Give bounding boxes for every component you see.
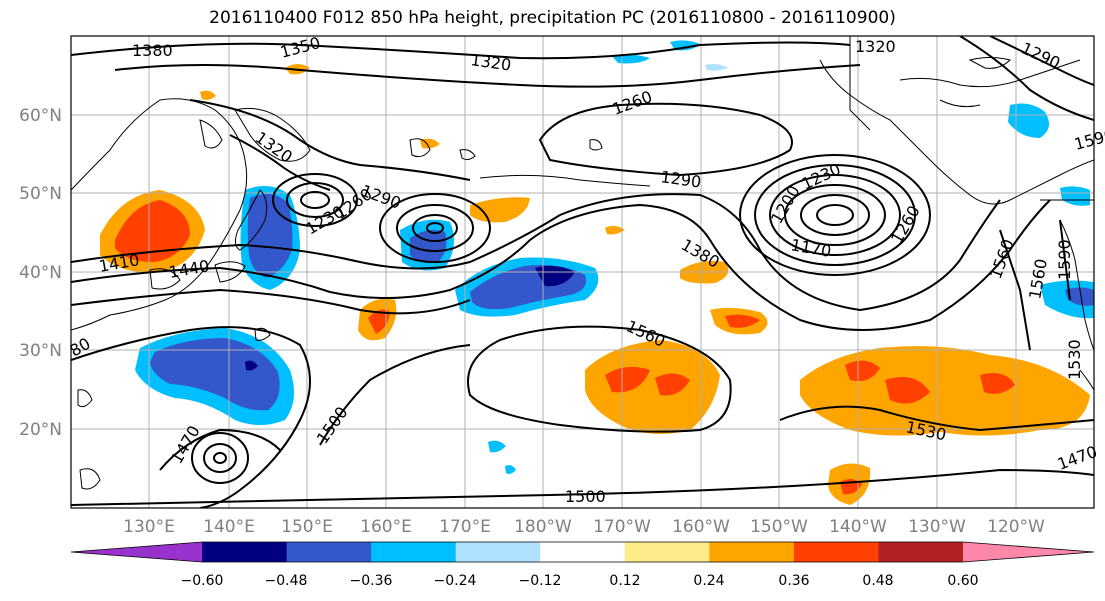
colorbar-segment [286,542,372,562]
colorbar-tick: 0.24 [693,573,724,589]
lon-label: 140°E [203,517,255,537]
colorbar-segment [709,542,795,562]
lon-label: 160°W [672,517,730,537]
lon-label: 170°W [593,517,651,537]
svg-text:1590: 1590 [1055,239,1074,280]
colorbar-tick: −0.36 [350,573,393,589]
lon-label: 140°W [829,517,887,537]
svg-text:1500: 1500 [565,487,606,506]
map-frame [70,35,1095,509]
lon-label: 150°W [750,517,808,537]
colorbar-extend-low [71,542,202,562]
precip-positive-areas [100,64,1090,505]
colorbar-tick: −0.24 [434,573,477,589]
svg-text:1530: 1530 [1065,339,1084,380]
lon-label: 130°E [123,517,175,537]
lat-label: 20°N [19,420,62,440]
lat-label: 50°N [19,184,62,204]
colorbar-segment [202,542,288,562]
colorbar-segment [878,542,964,562]
longitude-labels: 130°E 140°E 150°E 160°E 170°E 180°W 170°… [123,517,1045,537]
latitude-labels: 20°N 30°N 40°N 50°N 60°N [19,106,62,440]
colorbar-tick: −0.60 [181,573,224,589]
colorbar-extend-high [963,542,1094,562]
lon-label: 150°E [281,517,333,537]
height-contours [71,36,1094,508]
lon-label: 170°E [439,517,491,537]
coastlines [71,36,1094,490]
colorbar-segment [793,542,879,562]
lat-label: 30°N [19,341,62,361]
lon-label: 120°W [987,517,1045,537]
svg-text:1320: 1320 [855,37,896,56]
colorbar-tick: 0.60 [947,573,978,589]
colorbar [70,541,1095,563]
colorbar-ticks: −0.60 −0.48 −0.36 −0.24 −0.12 0.12 0.24 … [181,573,979,589]
lat-label: 60°N [19,106,62,126]
colorbar-tick: 0.12 [609,573,640,589]
colorbar-tick: −0.12 [519,573,562,589]
colorbar-segment [455,542,541,562]
colorbar-tick: 0.48 [862,573,893,589]
colorbar-outline [70,541,1095,563]
map-title: 2016110400 F012 850 hPa height, precipit… [209,8,896,28]
colorbar-tick: −0.48 [265,573,308,589]
lon-label: 160°E [360,517,412,537]
svg-text:1380: 1380 [132,41,173,60]
lon-label: 180°W [514,517,572,537]
colorbar-segment [624,542,710,562]
lat-label: 40°N [19,263,62,283]
colorbar-tick: 0.36 [778,573,809,589]
colorbar-segment [371,542,457,562]
colorbar-segment [540,542,626,562]
lon-label: 130°W [908,517,966,537]
